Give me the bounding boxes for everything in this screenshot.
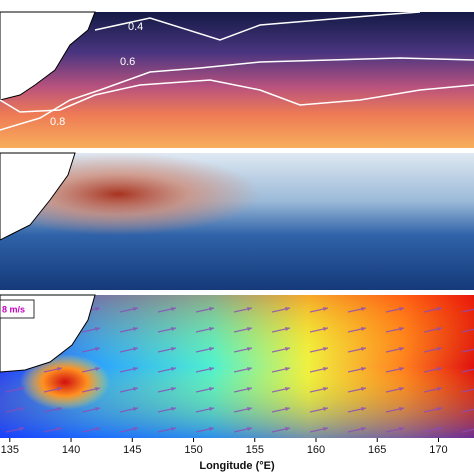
- x-tick-label: 155: [246, 444, 264, 456]
- contour-label: 0.4: [128, 21, 143, 33]
- panel-wind: 8 m/s: [0, 294, 474, 438]
- panel-anomaly: [0, 152, 474, 290]
- contour-label: 0.6: [120, 56, 135, 68]
- contour-label: 0.8: [50, 116, 65, 128]
- x-axis: Longitude (°E) 135 140 145 150 155 160 165 170: [1, 438, 448, 472]
- x-axis-label: Longitude (°E): [199, 460, 275, 472]
- x-tick-label: 160: [307, 444, 325, 456]
- panel-sst: 0.4 0.6 0.8: [0, 11, 474, 148]
- x-tick-label: 140: [62, 444, 80, 456]
- x-tick-label: 150: [184, 444, 202, 456]
- vector-key: 8 m/s: [2, 304, 25, 314]
- x-tick-label: 165: [368, 444, 386, 456]
- x-tick-label: 135: [1, 444, 19, 456]
- x-tick-label: 145: [123, 444, 141, 456]
- x-tick-label: 170: [429, 444, 447, 456]
